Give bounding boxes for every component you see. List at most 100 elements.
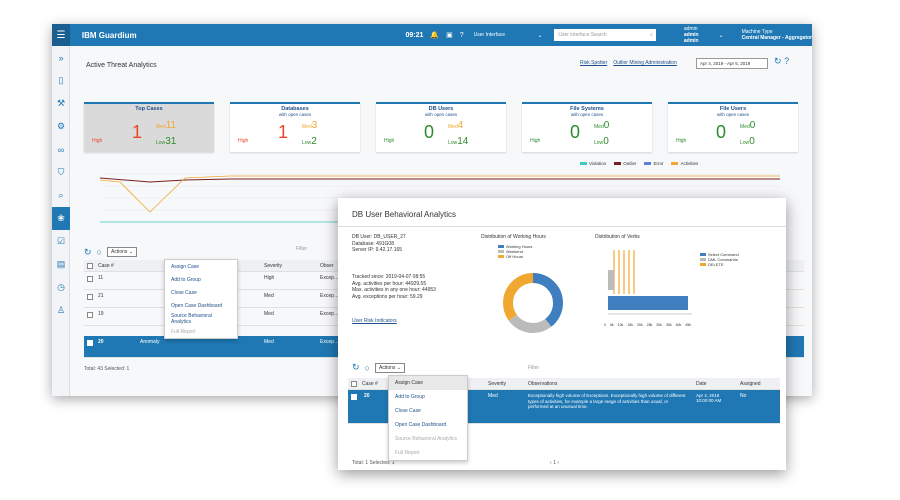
working-hours-legend: Working Hours Weekend Off Hours [498, 244, 532, 259]
actions-dropdown[interactable]: Actions ⌄ [106, 247, 137, 257]
shield-icon[interactable]: ⛉ [57, 167, 65, 177]
filter-input[interactable]: Filter [528, 365, 540, 371]
pager: ‹ 1 › [550, 460, 559, 466]
menu-item-close-case[interactable]: Close Case [171, 289, 197, 296]
user-menu[interactable]: admin admin admin [684, 26, 715, 44]
user-chevron-icon[interactable]: ⌄ [718, 32, 724, 39]
wrench-icon[interactable]: ⚒ [56, 98, 66, 108]
page-number[interactable]: 1 [553, 460, 556, 466]
col-assigned[interactable]: Assigned [740, 381, 761, 387]
clock: 09:21 [405, 31, 424, 39]
tile-high-count: 0 [424, 122, 435, 142]
person-icon[interactable]: ♙ [56, 305, 66, 315]
user-risk-link[interactable]: User Risk Indicators [352, 318, 397, 324]
row-checkbox[interactable] [351, 394, 357, 400]
security-icon[interactable]: ❀ [52, 207, 70, 230]
document-icon[interactable]: ▯ [58, 75, 64, 85]
menu-item-assign-case[interactable]: Assign Case [171, 263, 200, 270]
clock-icon[interactable]: ◷ [57, 282, 65, 292]
tile-db-users[interactable]: DB Users with open cases 0 High Med4 Low… [376, 102, 506, 152]
case-number: 20 [98, 339, 104, 345]
menu-item-full-report[interactable]: Full Report [395, 450, 420, 456]
verbs-legend: Select Command DML Commands DELETE [700, 252, 739, 267]
page-controls: ↻ ? [774, 56, 789, 67]
col-date[interactable]: Date [696, 381, 707, 387]
col-observations[interactable]: Obser [320, 263, 334, 269]
col-observations[interactable]: Observations [528, 381, 558, 387]
verbs-bar-chart [608, 250, 692, 315]
tile-name: File Users [719, 106, 747, 112]
menu-item-source-behavioral[interactable]: Source Behavioral Analytics [171, 312, 212, 325]
tracked-since: Tracked since: 2019-04-07 08:55 [352, 274, 426, 280]
verbs-axis-ticks: 0 5k 10k 15k 20k 25k 30k 35k 40k 45k [604, 323, 691, 327]
page-links: Risk Spotter Outlier Mining Administratio… [580, 60, 683, 66]
next-page-icon[interactable]: › [557, 460, 559, 466]
refresh-icon[interactable]: ↻ [774, 56, 782, 66]
risk-spotter-link[interactable]: Risk Spotter [580, 60, 608, 66]
legend-activities[interactable]: Activities [671, 161, 698, 166]
menu-item-close-case[interactable]: Close Case [395, 408, 421, 414]
menu-item-add-to-group[interactable]: Add to Group [395, 394, 425, 400]
comment-icon[interactable]: ○ [96, 247, 102, 257]
menu-item-open-dashboard[interactable]: Open Case Dashboard [171, 302, 223, 309]
tile-low: Low14 [448, 136, 469, 147]
help-circle-icon[interactable]: ? [784, 56, 790, 66]
severity: Med [264, 311, 274, 317]
tile-file-systems[interactable]: File Systems with open cases 0 High Med0… [522, 102, 652, 152]
menu-item-open-dashboard[interactable]: Open Case Dashboard [395, 422, 447, 428]
behavioral-analytics-window: DB User Behavioral Analytics DB User: DB… [338, 198, 786, 470]
row-checkbox[interactable] [87, 276, 93, 282]
legend-violation[interactable]: Violation [580, 161, 606, 166]
col-case[interactable]: Case # [362, 381, 378, 387]
refresh-icon[interactable]: ↻ [84, 246, 92, 257]
prev-page-icon[interactable]: ‹ [550, 460, 552, 466]
legend-error[interactable]: Error [644, 161, 663, 166]
glasses-icon[interactable]: ∞ [57, 144, 65, 155]
popup-actions-menu: Assign Case Add to Group Close Case Open… [388, 375, 468, 461]
tasks-icon[interactable]: ▣ [446, 32, 453, 39]
tile-high-label: High [530, 138, 541, 144]
select-all-checkbox[interactable] [351, 381, 357, 387]
tile-low: Low31 [156, 136, 177, 147]
tile-databases[interactable]: Databases with open cases 1 High Med3 Lo… [230, 102, 360, 152]
row-checkbox[interactable] [87, 340, 93, 346]
menu-item-source-behavioral[interactable]: Source Behavioral Analytics [395, 436, 457, 442]
search-icon[interactable]: ⌕ [58, 190, 64, 200]
date-range-picker[interactable]: Apr 4, 2019 - Apr 5, 2019 [696, 58, 768, 69]
chevron-down-icon[interactable]: ⌄ [537, 32, 543, 39]
filter-input[interactable]: Filter [296, 246, 308, 252]
ui-selector[interactable]: User Interface [473, 32, 506, 38]
menu-item-add-to-group[interactable]: Add to Group [171, 276, 201, 283]
col-severity[interactable]: Severity [264, 263, 283, 269]
report-icon[interactable]: ▤ [56, 259, 66, 269]
tile-top-cases[interactable]: Top Cases 1 High Med11 Low31 [84, 102, 214, 152]
help-icon[interactable]: ? [459, 31, 464, 39]
observation: Excep… [320, 293, 339, 299]
avg-activities: Avg. activities per hour: 44929.55 [352, 280, 427, 287]
select-all-checkbox[interactable] [87, 263, 93, 269]
outlier-admin-link[interactable]: Outlier Mining Administration [613, 60, 677, 66]
search-input[interactable]: User interface Search ⌕ [554, 29, 656, 41]
expand-icon[interactable]: » [58, 52, 64, 63]
tile-med: Med4 [448, 120, 464, 131]
case-number: 11 [98, 275, 104, 281]
search-icon[interactable]: ⌕ [650, 32, 653, 38]
menu-icon[interactable]: ☰ [52, 24, 70, 46]
check-icon[interactable]: ☑ [56, 236, 66, 246]
legend-outlier[interactable]: Outlier [614, 161, 636, 166]
tile-low: Low2 [302, 136, 317, 147]
grid-toolbar: ↻ ○ Actions ⌄ [84, 246, 137, 258]
row-checkbox[interactable] [87, 312, 93, 318]
comment-icon[interactable]: ○ [364, 362, 370, 373]
col-case[interactable]: Case # [98, 263, 114, 269]
settings-icon[interactable]: ⚙ [56, 121, 66, 131]
menu-item-full-report[interactable]: Full Report [171, 328, 196, 335]
notification-icon[interactable]: 🔔 [430, 32, 440, 39]
activity-stats: Tracked since: 2019-04-07 08:55 Avg. act… [352, 274, 436, 300]
refresh-icon[interactable]: ↻ [352, 362, 360, 372]
menu-item-assign-case[interactable]: Assign Case [389, 376, 467, 390]
col-severity[interactable]: Severity [488, 381, 507, 387]
tile-file-users[interactable]: File Users with open cases 0 High Med0 L… [668, 102, 798, 152]
row-checkbox[interactable] [87, 294, 93, 300]
actions-dropdown[interactable]: Actions ⌄ [374, 362, 405, 373]
